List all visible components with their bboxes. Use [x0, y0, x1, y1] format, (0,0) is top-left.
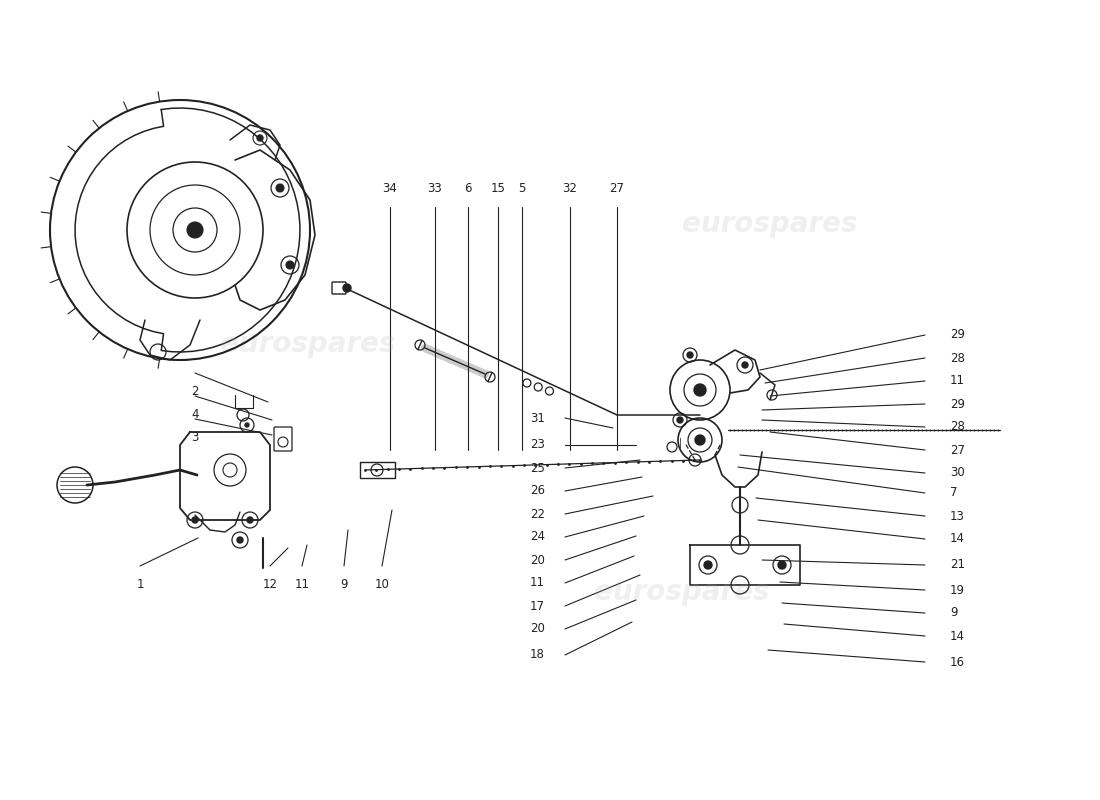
- Circle shape: [276, 184, 284, 192]
- Circle shape: [695, 435, 705, 445]
- Text: 27: 27: [609, 182, 625, 195]
- Circle shape: [248, 517, 253, 523]
- Circle shape: [343, 284, 351, 292]
- Text: 11: 11: [295, 578, 309, 591]
- Circle shape: [742, 362, 748, 368]
- Text: 27: 27: [950, 443, 965, 457]
- Circle shape: [236, 537, 243, 543]
- Circle shape: [187, 222, 204, 238]
- Text: 34: 34: [383, 182, 397, 195]
- Text: 14: 14: [950, 630, 965, 642]
- Text: 25: 25: [530, 462, 544, 474]
- Text: 2: 2: [191, 385, 199, 398]
- Text: 28: 28: [950, 351, 965, 365]
- Text: 33: 33: [428, 182, 442, 195]
- Text: 12: 12: [263, 578, 277, 591]
- Text: eurospares: eurospares: [220, 330, 396, 358]
- Circle shape: [778, 561, 786, 569]
- Circle shape: [704, 561, 712, 569]
- Circle shape: [286, 261, 294, 269]
- Text: 20: 20: [530, 554, 544, 566]
- Text: 3: 3: [191, 431, 199, 444]
- Text: 15: 15: [491, 182, 505, 195]
- Text: 13: 13: [950, 510, 965, 522]
- Text: 21: 21: [950, 558, 965, 571]
- Text: 11: 11: [530, 577, 544, 590]
- FancyBboxPatch shape: [332, 282, 346, 294]
- Text: 29: 29: [950, 329, 965, 342]
- Text: 11: 11: [950, 374, 965, 387]
- Text: |: |: [679, 438, 682, 448]
- Text: 32: 32: [562, 182, 578, 195]
- Circle shape: [694, 384, 706, 396]
- Text: 1: 1: [136, 578, 144, 591]
- Text: 6: 6: [464, 182, 472, 195]
- Text: 28: 28: [950, 421, 965, 434]
- Text: 17: 17: [530, 599, 544, 613]
- Circle shape: [688, 352, 693, 358]
- Text: 18: 18: [530, 649, 544, 662]
- Text: eurospares: eurospares: [594, 578, 770, 606]
- Circle shape: [676, 417, 683, 423]
- Text: 16: 16: [950, 655, 965, 669]
- Circle shape: [245, 423, 249, 427]
- Text: 31: 31: [530, 411, 544, 425]
- Text: 29: 29: [950, 398, 965, 410]
- Circle shape: [192, 517, 198, 523]
- Text: 26: 26: [530, 485, 544, 498]
- Text: 19: 19: [950, 583, 965, 597]
- Text: 7: 7: [950, 486, 957, 499]
- FancyBboxPatch shape: [274, 427, 292, 451]
- Text: 10: 10: [375, 578, 389, 591]
- Text: 9: 9: [950, 606, 957, 619]
- Text: 4: 4: [191, 408, 199, 421]
- Text: 20: 20: [530, 622, 544, 635]
- Text: eurospares: eurospares: [682, 210, 858, 238]
- Text: 23: 23: [530, 438, 544, 451]
- Text: 22: 22: [530, 507, 544, 521]
- Circle shape: [257, 135, 263, 141]
- Text: 5: 5: [518, 182, 526, 195]
- Text: 14: 14: [950, 533, 965, 546]
- Text: 24: 24: [530, 530, 544, 543]
- Text: 30: 30: [950, 466, 965, 479]
- Text: 9: 9: [340, 578, 348, 591]
